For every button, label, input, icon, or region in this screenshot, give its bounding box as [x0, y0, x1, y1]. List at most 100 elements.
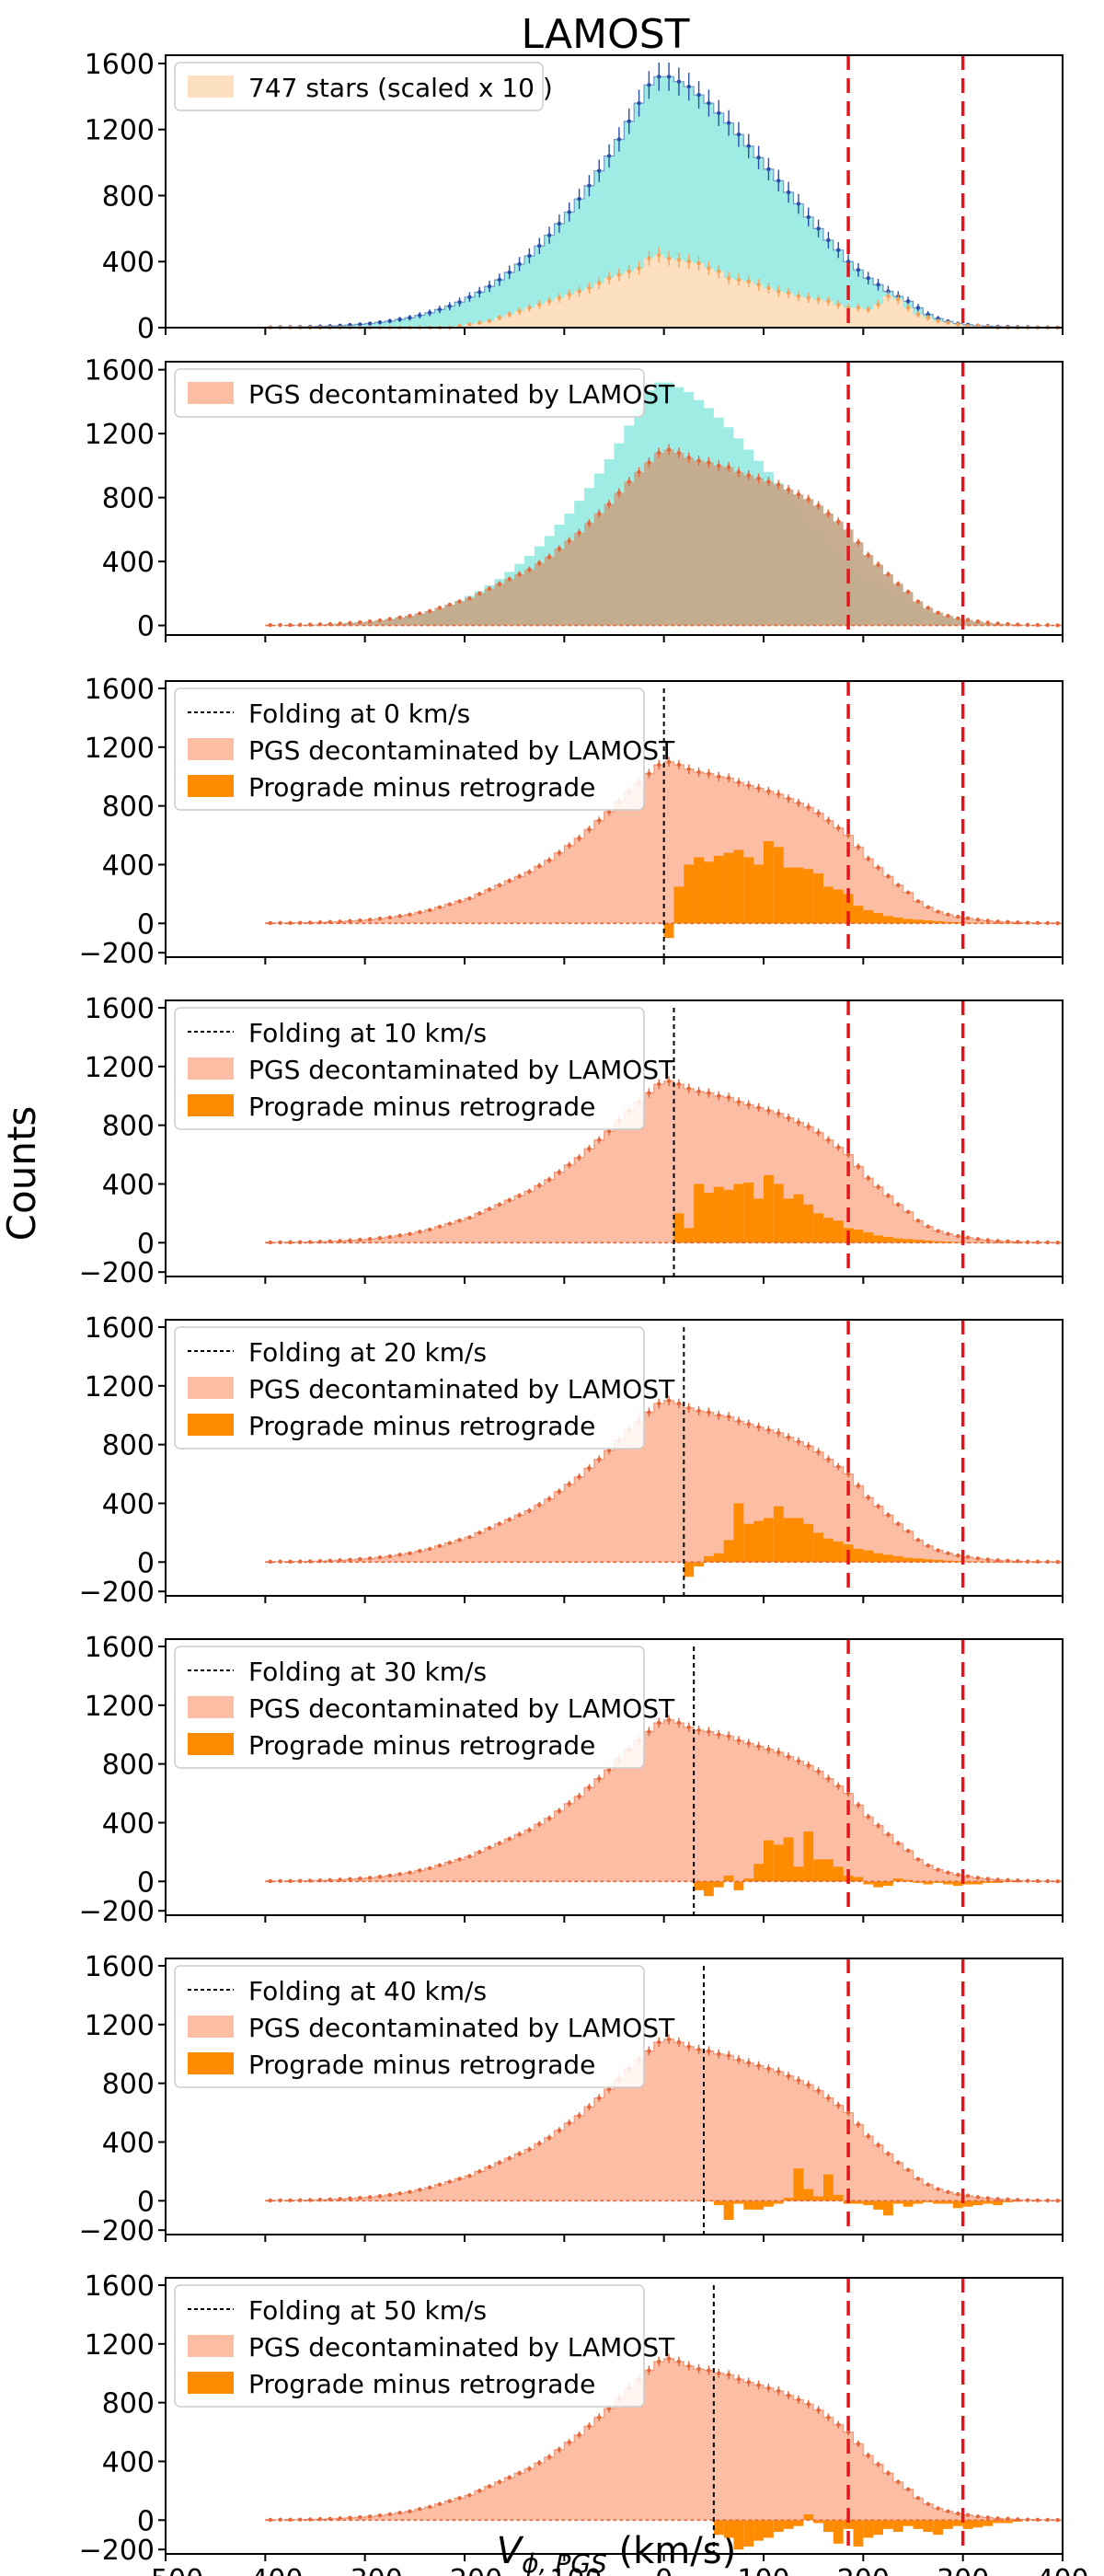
- error-point: [597, 511, 602, 516]
- legend-marker: [188, 1733, 234, 1755]
- error-point: [567, 843, 571, 848]
- error-point: [776, 1111, 781, 1116]
- error-point: [965, 1554, 971, 1559]
- error-point: [497, 883, 502, 888]
- error-point: [886, 874, 891, 879]
- prograde-bar: [773, 847, 784, 924]
- error-point: [676, 79, 682, 84]
- error-point: [806, 295, 811, 300]
- error-point: [408, 1551, 412, 1555]
- error-point: [876, 283, 880, 287]
- prograde-bar: [883, 1881, 893, 1887]
- prograde-bar: [892, 2201, 903, 2204]
- error-point: [387, 2512, 392, 2517]
- prograde-bar: [853, 1548, 864, 1563]
- error-point: [387, 1873, 392, 1878]
- error-point: [876, 562, 880, 567]
- prograde-bar: [823, 1538, 834, 1563]
- error-point: [886, 1194, 891, 1198]
- prograde-bar: [933, 2201, 943, 2204]
- error-point: [896, 2160, 901, 2166]
- x-tick-label: 100: [737, 2564, 789, 2576]
- error-point: [377, 2512, 383, 2518]
- error-point: [527, 567, 532, 572]
- error-point: [736, 1738, 742, 1743]
- y-tick-label: 400: [102, 1488, 155, 1520]
- error-point: [736, 1099, 742, 1104]
- prograde-bar: [892, 2520, 903, 2533]
- error-point: [826, 511, 831, 516]
- prograde-bar: [684, 1228, 695, 1243]
- error-point: [418, 1868, 422, 1873]
- prograde-bar: [764, 2520, 774, 2538]
- prograde-bar: [972, 1242, 983, 1243]
- error-point: [606, 1448, 612, 1453]
- error-point: [736, 780, 742, 785]
- error-point: [915, 599, 921, 604]
- prograde-bar: [773, 2520, 784, 2533]
- error-point: [437, 2501, 443, 2506]
- error-point: [657, 2359, 661, 2364]
- error-point: [985, 1238, 990, 1242]
- error-point: [876, 865, 880, 870]
- error-point: [487, 283, 492, 289]
- prograde-bar: [743, 1878, 754, 1882]
- error-point: [507, 2475, 512, 2480]
- prograde-bar: [813, 2520, 823, 2524]
- prograde-bar: [723, 2520, 734, 2538]
- prograde-bar: [923, 1881, 934, 1885]
- error-point: [487, 2165, 492, 2169]
- error-point: [647, 1729, 651, 1734]
- legend-label: Prograde minus retrograde: [248, 2369, 595, 2399]
- axes-frame: [165, 1638, 1064, 1916]
- prograde-bar: [972, 1561, 983, 1563]
- error-point: [367, 2514, 373, 2519]
- error-point: [408, 912, 412, 917]
- error-point: [676, 258, 682, 262]
- prograde-bar: [962, 1881, 973, 1885]
- error-point: [577, 530, 581, 536]
- axes-frame: [165, 2277, 1064, 2555]
- y-tick-label: 0: [137, 2505, 155, 2537]
- prograde-bar: [913, 1240, 924, 1243]
- prograde-bar: [913, 2201, 924, 2204]
- error-point: [856, 540, 861, 545]
- error-point: [975, 1237, 981, 1242]
- error-point: [756, 283, 761, 287]
- legend-label: Prograde minus retrograde: [248, 772, 595, 803]
- legend: Folding at 30 km/s PGS decontaminated by …: [174, 1646, 675, 1769]
- error-point: [995, 2197, 1000, 2201]
- legend-label: Folding at 10 km/s: [248, 1018, 487, 1048]
- error-point: [736, 1418, 742, 1424]
- prograde-bar: [723, 852, 734, 924]
- error-point: [756, 786, 761, 791]
- error-point: [985, 1557, 990, 1562]
- error-point: [806, 2083, 811, 2087]
- error-point: [657, 75, 661, 79]
- x-tick-label: −300: [327, 2564, 402, 2576]
- prograde-bar: [764, 1518, 774, 1563]
- error-point: [606, 1128, 612, 1134]
- error-point: [965, 2193, 971, 2198]
- error-point: [886, 2152, 891, 2156]
- error-point: [796, 1759, 801, 1763]
- error-point: [995, 1558, 1000, 1563]
- y-tick-label: 1200: [85, 733, 155, 765]
- prograde-bar: [843, 894, 854, 924]
- error-point: [367, 918, 373, 922]
- error-point: [577, 2113, 581, 2118]
- error-point: [447, 602, 452, 607]
- error-point: [418, 2507, 422, 2512]
- error-point: [796, 202, 801, 206]
- legend-marker: [188, 75, 234, 98]
- histogram-fill-2: [265, 449, 1063, 626]
- error-point: [557, 547, 562, 551]
- error-point: [905, 1209, 911, 1214]
- error-point: [806, 214, 811, 220]
- error-point: [268, 1559, 272, 1565]
- error-point: [637, 266, 641, 271]
- prograde-bar: [783, 2198, 794, 2201]
- prograde-bar: [704, 861, 714, 924]
- error-point: [726, 2053, 731, 2058]
- error-point: [387, 617, 392, 621]
